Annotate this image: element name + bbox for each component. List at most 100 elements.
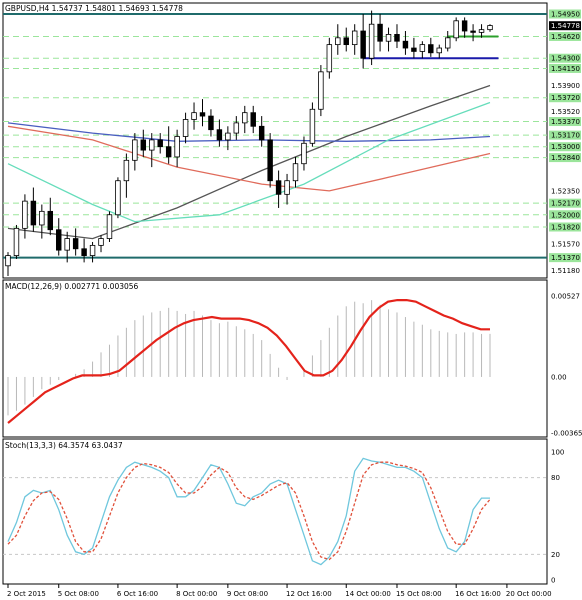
bull-candle <box>419 44 426 52</box>
bear-candle <box>199 112 206 117</box>
bear-candle <box>165 146 172 158</box>
bull-candle <box>174 136 180 158</box>
stoch-axis-labels: 100 80 20 0 <box>551 449 564 585</box>
bear-candle <box>377 23 383 42</box>
x-tick-label: 5 Oct 08:00 <box>58 590 99 598</box>
bull-candle <box>98 238 104 246</box>
bull-candle <box>233 122 240 134</box>
bull-candle <box>132 139 138 161</box>
bear-candle <box>428 44 434 54</box>
bull-candle <box>318 71 324 110</box>
stoch-tick-label: 20 <box>551 551 560 559</box>
bull-candle <box>182 119 189 137</box>
price-tick-label: 1.52350 <box>551 187 580 195</box>
price-pane: 1.54950 1.54778 1.54620 1.54300 1.54150 1.539… <box>2 2 581 279</box>
x-tick-label: 8 Oct 00:00 <box>176 590 217 598</box>
price-tick-label: 1.51180 <box>551 267 580 275</box>
bear-candle <box>157 139 163 148</box>
bear-candle <box>56 229 62 251</box>
price-tick-label: 1.51820 <box>551 224 580 232</box>
bull-candle <box>106 214 113 239</box>
bull-candle <box>436 47 442 54</box>
price-tick-label: 1.52840 <box>551 154 580 162</box>
bull-candle <box>292 163 299 182</box>
price-tick-label: 1.54300 <box>551 55 580 63</box>
x-tick-label: 15 Oct 08:00 <box>396 590 442 598</box>
price-tick-label: 1.51570 <box>551 241 580 249</box>
trend-levels <box>3 13 547 259</box>
bear-candle <box>470 30 476 33</box>
stoch-tick-label: 80 <box>551 474 560 482</box>
price-label-box <box>549 63 581 73</box>
moving-average-line <box>7 84 491 240</box>
price-tick-label: 1.54950 <box>551 11 580 19</box>
bull-candle <box>64 238 70 251</box>
bear-candle <box>258 125 265 141</box>
bear-candle <box>343 37 349 46</box>
bear-candle <box>402 40 409 49</box>
bear-candle <box>30 200 37 226</box>
bull-candle <box>478 29 485 33</box>
stoch-pane: 100 80 20 0 Stoch(13,3,3) 64.3574 63.0437 <box>2 438 564 585</box>
macd-tick-label: -0.00365 <box>551 430 582 438</box>
bull-candle <box>368 23 375 59</box>
bear-candle <box>461 20 468 32</box>
price-label-box <box>549 21 581 31</box>
price-label-box <box>549 142 581 152</box>
bull-candle <box>335 37 341 46</box>
price-tick-label: 1.54778 <box>551 22 580 30</box>
price-tick-label: 1.54150 <box>551 65 580 73</box>
bear-candle <box>140 139 147 151</box>
stoch-title: Stoch(13,3,3) 64.3574 63.0437 <box>5 441 123 450</box>
x-tick-label: 16 Oct 16:00 <box>455 590 501 598</box>
bull-candle <box>5 255 11 267</box>
x-tick-label: 2 Oct 2015 <box>7 590 46 598</box>
bear-candle <box>267 139 273 182</box>
symbol-header: GBPUSD,H4 1.54737 1.54801 1.54693 1.5477… <box>5 4 183 13</box>
bull-candle <box>284 180 290 195</box>
x-tick-label: 12 Oct 16:00 <box>286 590 332 598</box>
bear-candle <box>394 34 400 42</box>
bull-candle <box>149 139 155 151</box>
candlesticks <box>5 10 493 276</box>
price-label-box <box>549 222 581 232</box>
price-tick-label: 1.53720 <box>551 94 580 102</box>
stoch-levels <box>3 477 547 555</box>
stoch-lines <box>7 457 491 566</box>
bull-candle <box>301 142 307 165</box>
bear-candle <box>47 210 54 231</box>
bull-candle <box>115 180 121 216</box>
price-label-box <box>549 9 581 19</box>
bull-candle <box>225 132 231 141</box>
bull-candle <box>191 112 197 120</box>
moving-average-line <box>7 101 491 223</box>
moving-average-line <box>7 125 491 192</box>
bear-candle <box>208 115 214 131</box>
bull-candle <box>385 34 392 42</box>
bull-candle <box>351 30 358 46</box>
macd-axis-labels: 0.00527 0.00 -0.00365 <box>551 293 582 438</box>
bull-candle <box>453 20 459 39</box>
macd-signal-line <box>7 299 490 424</box>
bull-candle <box>39 210 45 226</box>
macd-tick-label: 0.00527 <box>551 293 580 301</box>
macd-title: MACD(12,26,9) 0.002771 0.003056 <box>5 282 139 291</box>
stoch-tick-label: 0 <box>551 577 555 585</box>
price-tick-label: 1.53000 <box>551 143 580 151</box>
bull-candle <box>123 159 130 182</box>
bear-candle <box>411 47 417 52</box>
bull-candle <box>444 37 451 49</box>
price-tick-label: 1.54620 <box>551 33 580 41</box>
price-label-box <box>549 31 581 41</box>
x-tick-label: 6 Oct 16:00 <box>117 590 158 598</box>
bear-candle <box>360 30 366 59</box>
price-tick-label: 1.52170 <box>551 200 580 208</box>
price-label-box <box>549 93 581 103</box>
macd-tick-label: 0.00 <box>551 373 567 381</box>
bear-candle <box>72 238 79 250</box>
macd-pane: 0.00527 0.00 -0.00365 MACD(12,26,9) 0.0027… <box>2 279 582 438</box>
price-tick-label: 1.51370 <box>551 254 580 262</box>
x-tick-label: 14 Oct 00:00 <box>345 590 391 598</box>
price-label-box <box>549 253 581 263</box>
